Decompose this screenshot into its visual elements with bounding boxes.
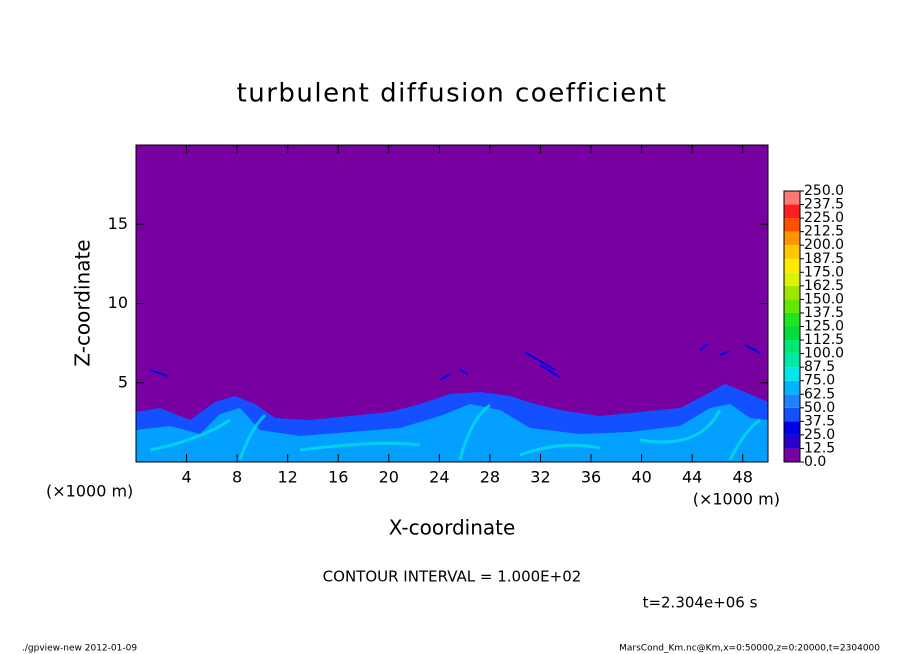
annotation: t=2.304e+06 s [643, 594, 758, 612]
x-tick-label: 24 [429, 468, 449, 487]
colorbar-segment [784, 299, 800, 313]
x-tick-label: 36 [581, 468, 601, 487]
colorbar-label: 187.5 [804, 251, 844, 267]
colorbar-label: 75.0 [804, 373, 835, 389]
colorbar-segment [784, 394, 800, 408]
colorbar-label: 112.5 [804, 332, 844, 348]
x-tick-label: 12 [278, 468, 298, 487]
y-tick-label: 5 [118, 372, 128, 391]
colorbar-segment [784, 448, 800, 462]
x-tick-label: 16 [328, 468, 348, 487]
colorbar-segment [784, 191, 800, 205]
colorbar-segment [784, 258, 800, 273]
y-axis-label: Z-coordinate [71, 239, 95, 366]
colorbar-segment [784, 421, 800, 435]
footer: MarsCond_Km.nc@Km,x=0:50000,z=0:20000,t=… [619, 644, 880, 654]
colorbar-label: 125.0 [804, 319, 844, 335]
colorbar-label: 62.5 [804, 386, 835, 402]
y-tick-label: 10 [108, 293, 128, 312]
colorbar-label: 25.0 [804, 427, 835, 443]
turbulent-blobs [149, 343, 761, 381]
x-axis-label: X-coordinate [389, 516, 516, 540]
colorbar-segment [784, 272, 800, 286]
colorbar-label: 0.0 [804, 454, 826, 470]
colorbar-label: 150.0 [804, 291, 844, 307]
colorbar-label: 87.5 [804, 359, 835, 375]
colorbar-label: 162.5 [804, 278, 844, 294]
turbulent-core [136, 404, 768, 462]
colorbar-label: 137.5 [804, 305, 844, 321]
x-tick-label: 28 [480, 468, 500, 487]
field [136, 145, 768, 462]
colorbar-segment [784, 380, 800, 395]
colorbar-segment [784, 340, 800, 354]
colorbar-label: 37.5 [804, 413, 835, 429]
colorbar-label: 50.0 [804, 400, 835, 416]
x-tick-label: 40 [631, 468, 651, 487]
colorbar-label: 225.0 [804, 210, 844, 226]
colorbar-segment [784, 326, 800, 341]
turbulent-streaks [149, 403, 761, 461]
colorbar-segment [784, 204, 800, 219]
colorbar-label: 212.5 [804, 224, 844, 240]
colorbar-label: 200.0 [804, 237, 844, 253]
colorbar-label: 250.0 [804, 183, 844, 199]
chart-title: turbulent diffusion coefficient [237, 79, 668, 109]
colorbar-segment [784, 407, 800, 422]
colorbar-label: 100.0 [804, 346, 844, 362]
x-tick-label: 20 [379, 468, 399, 487]
colorbar-segment [784, 245, 800, 259]
x-tick-label: 8 [232, 468, 242, 487]
colorbar-segment [784, 353, 800, 368]
colorbar-segment [784, 285, 800, 300]
colorbar-segment [784, 231, 800, 246]
colorbar-label: 237.5 [804, 197, 844, 213]
x-tick-label: 4 [181, 468, 191, 487]
y-tick-label: 15 [108, 214, 128, 233]
annotation: CONTOUR INTERVAL = 1.000E+02 [323, 568, 582, 586]
colorbar-label: 12.5 [804, 440, 835, 456]
colorbar-segment [784, 434, 800, 449]
colorbar-segment [784, 312, 800, 327]
footer: ./gpview-new 2012-01-09 [22, 644, 137, 654]
x-tick-label: 48 [733, 468, 753, 487]
x-unit-label: (×1000 m) [693, 490, 780, 509]
x-tick-label: 44 [682, 468, 702, 487]
y-unit-label: (×1000 m) [46, 482, 133, 501]
x-tick-label: 32 [530, 468, 550, 487]
colorbar-segment [784, 218, 800, 232]
colorbar-segment [784, 367, 800, 381]
colorbar-label: 175.0 [804, 264, 844, 280]
